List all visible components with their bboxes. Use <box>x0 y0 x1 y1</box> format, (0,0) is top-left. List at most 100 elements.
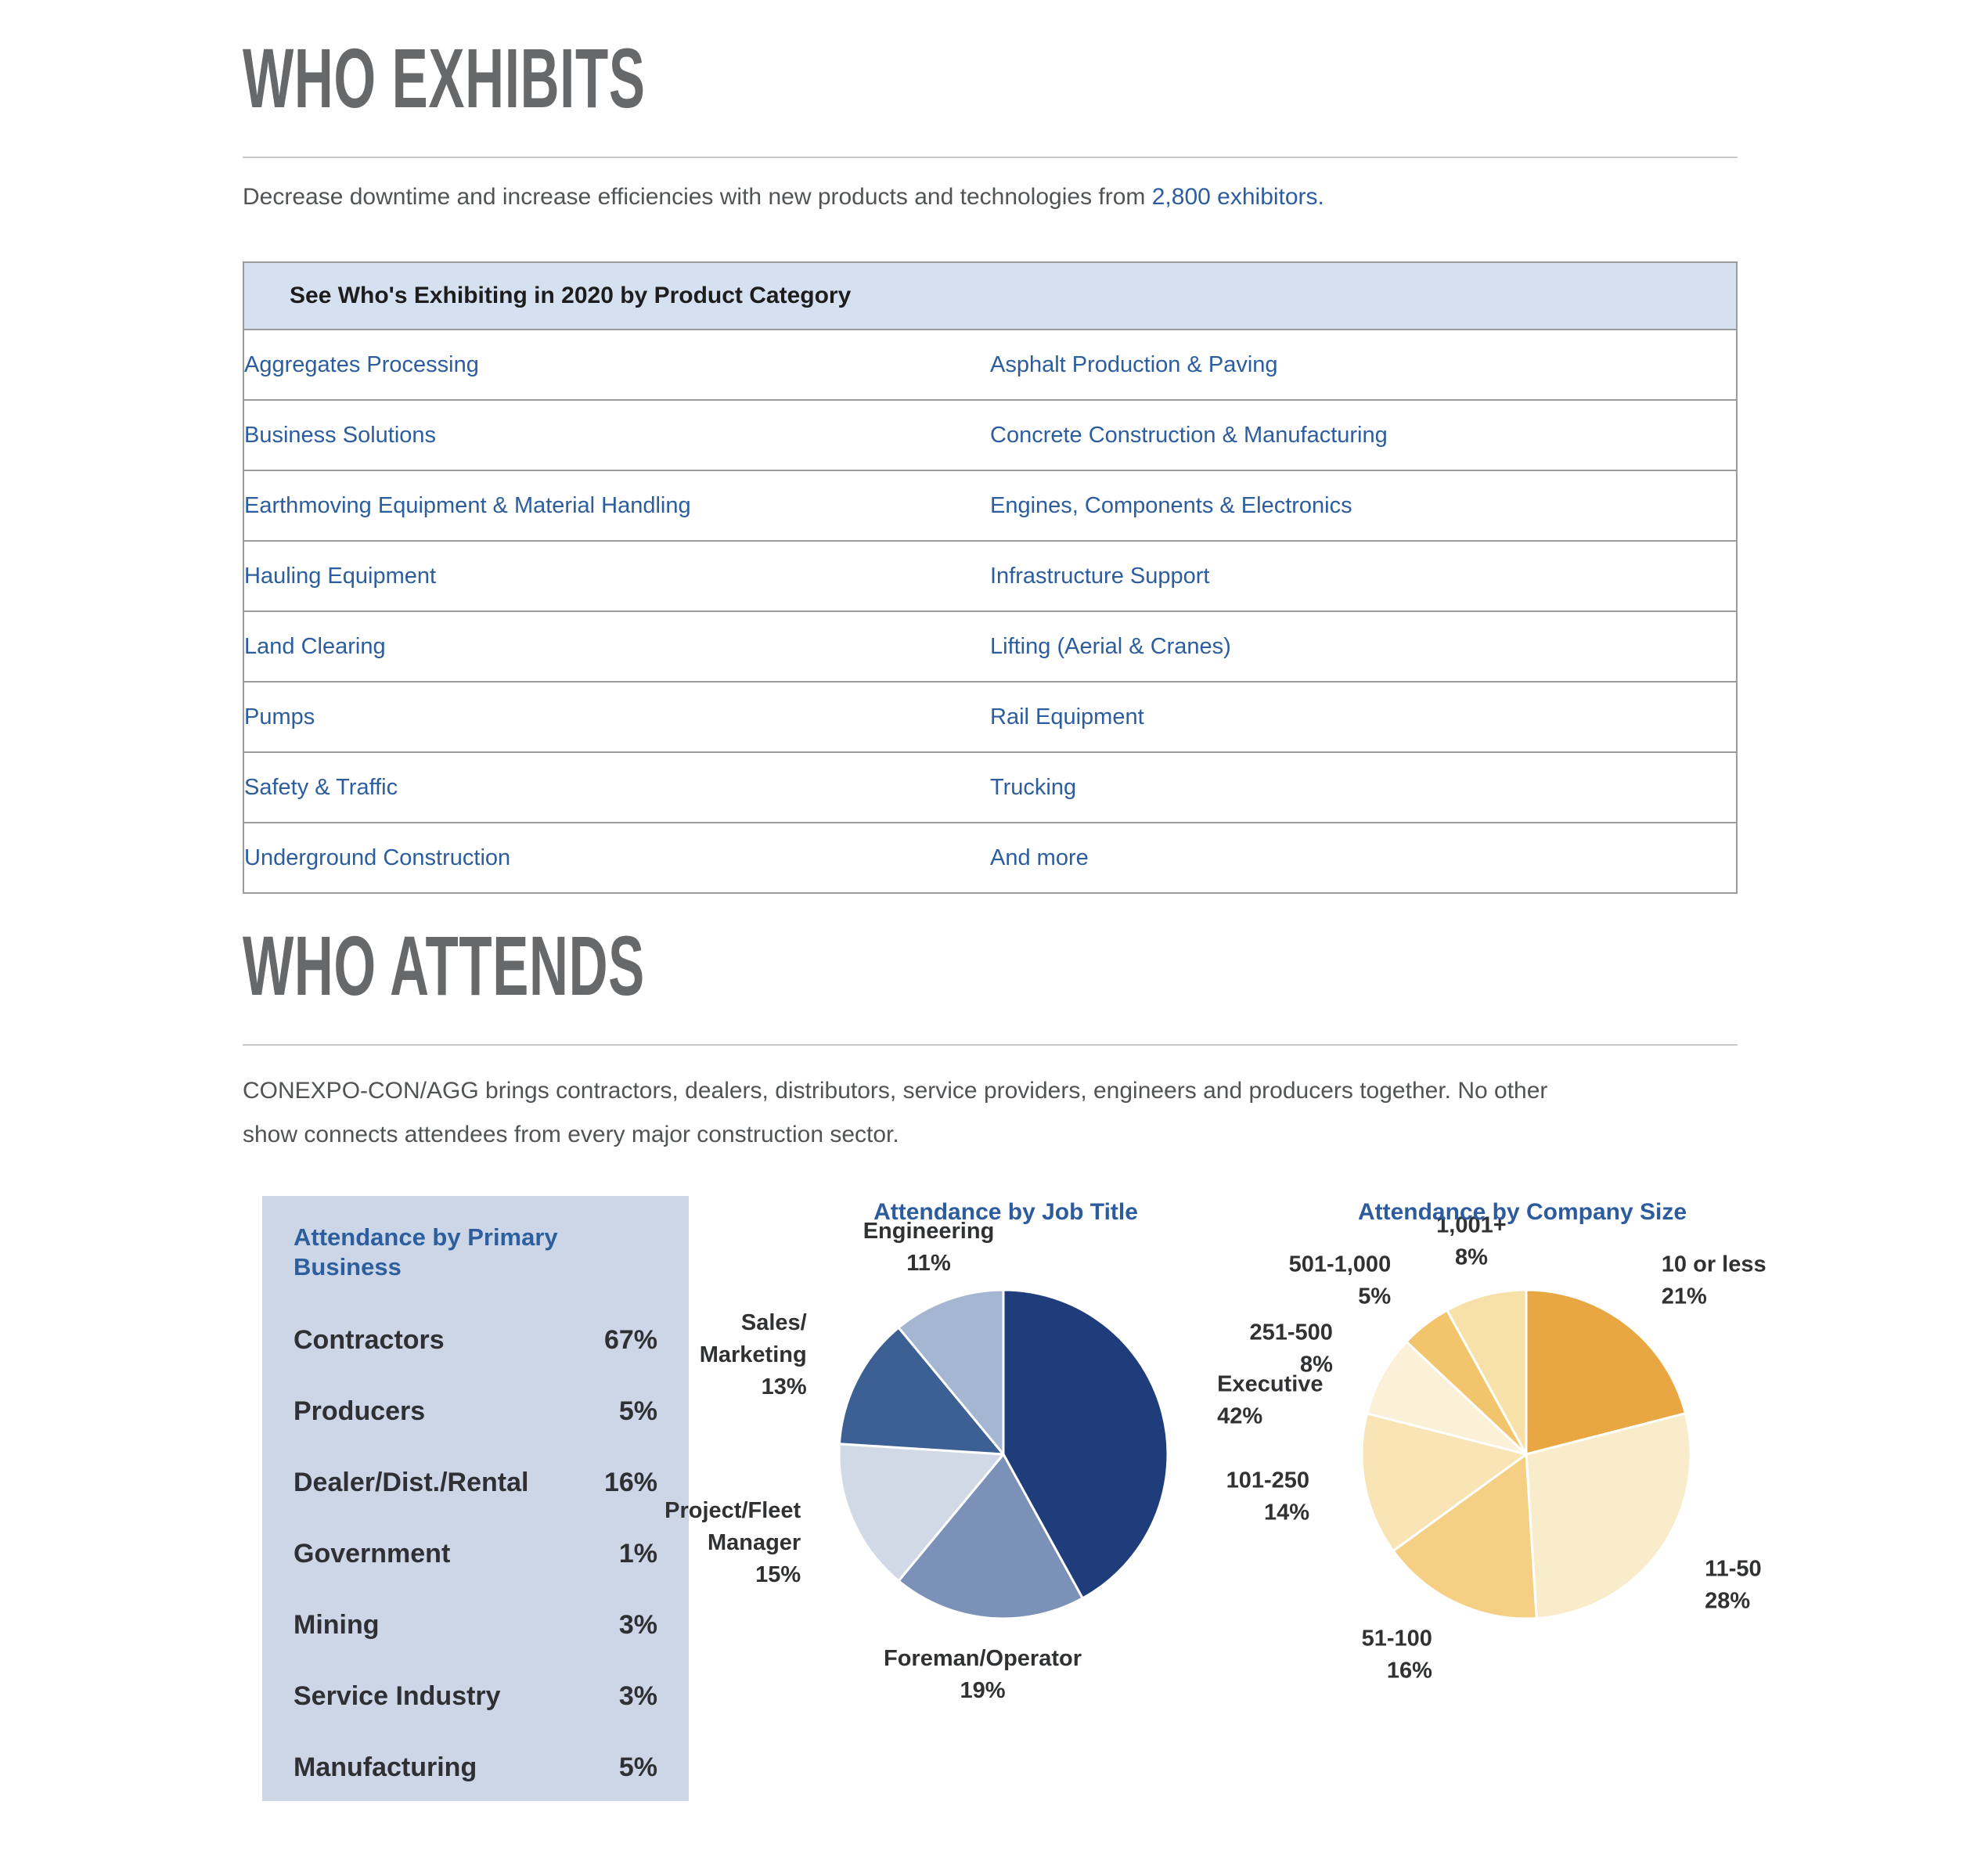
pie-slice-11-50 <box>1525 1412 1692 1620</box>
who-exhibits-divider <box>243 157 1738 158</box>
category-cell: Asphalt Production & Paving <box>990 329 1737 400</box>
pie-slice-percent: 42% <box>1217 1403 1262 1428</box>
category-table-row: Earthmoving Equipment & Material Handlin… <box>243 470 1737 541</box>
primary-business-value: 3% <box>618 1681 657 1711</box>
category-cell: Hauling Equipment <box>243 540 990 611</box>
primary-business-title: Attendance by Primary Business <box>294 1223 558 1280</box>
category-table-row: Underground Construction And more <box>243 822 1737 893</box>
pie-slice-percent: 21% <box>1662 1284 1707 1309</box>
category-link[interactable]: Engines, Components & Electronics <box>990 492 1352 518</box>
primary-business-label: Contractors <box>294 1325 445 1355</box>
category-link[interactable]: Safety & Traffic <box>244 774 398 800</box>
category-link[interactable]: Trucking <box>990 774 1077 800</box>
category-table-row: Land Clearing Lifting (Aerial & Cranes) <box>243 611 1737 682</box>
pie-slice-percent: 5% <box>1358 1284 1391 1309</box>
primary-business-value: 5% <box>618 1396 657 1426</box>
pie-slice-percent: 8% <box>1455 1244 1488 1270</box>
category-cell: Land Clearing <box>243 611 990 682</box>
category-table-row: Aggregates Processing Asphalt Production … <box>243 329 1737 400</box>
pie-slice-label: 1,001+ <box>1436 1212 1507 1237</box>
primary-business-value: 3% <box>618 1610 657 1640</box>
category-cell: Rail Equipment <box>990 681 1737 752</box>
category-link[interactable]: Aggregates Processing <box>244 351 479 377</box>
who-exhibits-intro: Decrease downtime and increase efficienc… <box>243 182 1738 213</box>
category-table-row: Pumps Rail Equipment <box>243 681 1737 752</box>
category-link[interactable]: Infrastructure Support <box>990 563 1210 589</box>
category-cell: Underground Construction <box>243 822 990 893</box>
pie-slice-percent: 14% <box>1264 1500 1309 1525</box>
pie-slice-1-001- <box>1446 1288 1528 1456</box>
category-cell: Business Solutions <box>243 399 990 470</box>
category-link[interactable]: Earthmoving Equipment & Material Handlin… <box>244 492 691 518</box>
category-cell: Pumps <box>243 681 990 752</box>
pie-slice-executive <box>1002 1288 1169 1600</box>
who-exhibits-intro-text: Decrease downtime and increase efficienc… <box>243 184 1152 210</box>
attendance-by-primary-business-panel: Attendance by Primary Business Contracto… <box>262 1196 689 1801</box>
primary-business-row: Producers 5% <box>294 1398 657 1425</box>
category-link[interactable]: Concrete Construction & Manufacturing <box>990 422 1388 448</box>
category-link[interactable]: Pumps <box>244 704 315 729</box>
exhibitors-count-link[interactable]: 2,800 exhibitors. <box>1151 184 1324 210</box>
pie-slice-label: Sales/ <box>741 1310 807 1335</box>
category-cell: Concrete Construction & Manufacturing <box>990 399 1737 470</box>
who-attends-heading: WHO ATTENDS <box>243 918 1738 1013</box>
category-cell: Engines, Components & Electronics <box>990 470 1737 541</box>
category-link[interactable]: Lifting (Aerial & Cranes) <box>990 633 1231 659</box>
pie-slice-label: Marketing <box>700 1342 807 1367</box>
pie-slice-label: 10 or less <box>1662 1252 1767 1277</box>
category-link[interactable]: Business Solutions <box>244 422 437 448</box>
company-size-pie-chart: 10 or less 21% 11-50 28% 51-100 16% 101-250 14%… <box>1226 1212 1767 1683</box>
category-link[interactable]: Land Clearing <box>244 633 386 659</box>
primary-business-row: Government 1% <box>294 1540 657 1567</box>
category-cell: Trucking <box>990 751 1737 823</box>
pie-slice-label: Manager <box>708 1530 801 1555</box>
primary-business-row: Manufacturing 5% <box>294 1754 657 1781</box>
pie-slice-label: Foreman/Operator <box>884 1646 1082 1671</box>
pie-slice-label: 11-50 <box>1705 1556 1762 1581</box>
primary-business-row: Mining 3% <box>294 1612 657 1638</box>
product-category-table: See Who's Exhibiting in 2020 by Product … <box>243 261 1738 894</box>
pie-slice-percent: 13% <box>762 1374 807 1399</box>
primary-business-value: 16% <box>603 1468 657 1497</box>
category-link[interactable]: Asphalt Production & Paving <box>990 351 1278 377</box>
pie-slice-percent: 15% <box>755 1562 801 1587</box>
pie-slice-10-or-less <box>1525 1288 1687 1456</box>
category-link[interactable]: Hauling Equipment <box>244 563 437 589</box>
pie-slice-label: 101-250 <box>1226 1468 1309 1493</box>
pie-slice-engineering <box>897 1288 1005 1456</box>
who-exhibits-heading-text: WHO EXHIBITS <box>243 31 646 125</box>
category-cell: Aggregates Processing <box>243 329 990 400</box>
company-size-chart-title: Attendance by Company Size <box>1357 1199 1687 1225</box>
pie-slice-label: Executive <box>1217 1371 1323 1396</box>
attendance-charts: Attendance by Primary Business Contracto… <box>243 1165 1767 1825</box>
pie-slice-project-fleet-manager <box>837 1443 1005 1583</box>
job-title-pie-figure: Attendance by Job Title Executive 42% Fore… <box>664 1165 1323 1825</box>
who-attends-intro-line1: CONEXPO-CON/AGG brings contractors, deal… <box>243 1078 1548 1104</box>
category-table-row: Safety & Traffic Trucking <box>243 751 1737 823</box>
primary-business-value: 1% <box>618 1539 657 1569</box>
who-attends-heading-text: WHO ATTENDS <box>243 918 645 1013</box>
category-cell: Infrastructure Support <box>990 540 1737 611</box>
primary-business-row: Service Industry 3% <box>294 1683 657 1709</box>
category-link[interactable]: Rail Equipment <box>990 704 1144 729</box>
primary-business-row: Dealer/Dist./Rental 16% <box>294 1469 657 1496</box>
pie-slice-label: Project/Fleet <box>664 1498 801 1523</box>
primary-business-row: Contractors 67% <box>294 1327 657 1353</box>
primary-business-label: Dealer/Dist./Rental <box>294 1468 529 1497</box>
pie-slice-label: 251-500 <box>1249 1320 1332 1345</box>
pie-slice-percent: 8% <box>1300 1353 1333 1378</box>
who-attends-intro: CONEXPO-CON/AGG brings contractors, deal… <box>243 1069 1738 1157</box>
category-link[interactable]: And more <box>990 845 1089 870</box>
category-table-row: Hauling Equipment Infrastructure Support <box>243 540 1737 611</box>
category-link[interactable]: Underground Construction <box>244 845 511 870</box>
pie-slice-label: 51-100 <box>1362 1626 1432 1651</box>
company-size-pie-figure: Attendance by Company Size 10 or less 21%… <box>1226 1165 1839 1825</box>
category-cell: Lifting (Aerial & Cranes) <box>990 611 1737 682</box>
category-table-header: See Who's Exhibiting in 2020 by Product … <box>243 262 1737 330</box>
primary-business-label: Manufacturing <box>294 1752 477 1782</box>
pie-slice-label: Engineering <box>863 1219 995 1244</box>
pie-slice-251-500 <box>1366 1340 1528 1456</box>
pie-slice-percent: 11% <box>906 1251 951 1276</box>
pie-slice-foreman-operator <box>897 1453 1084 1620</box>
